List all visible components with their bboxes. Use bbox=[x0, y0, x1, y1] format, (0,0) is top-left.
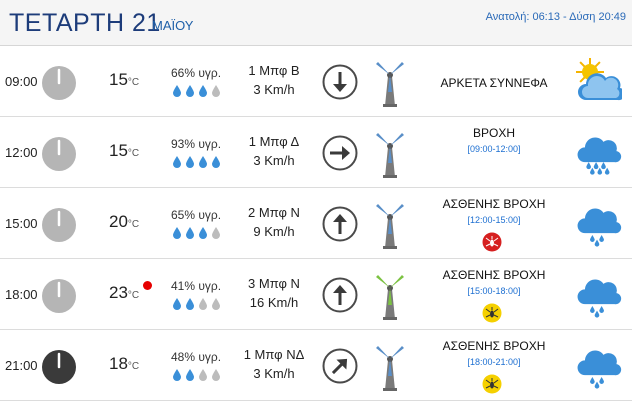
clock-icon bbox=[41, 136, 77, 172]
light-rain-icon bbox=[572, 198, 622, 248]
humidity-drops-icon bbox=[170, 368, 224, 382]
wind-speed: 16 Km/h bbox=[249, 295, 299, 310]
wind-turbine-blue-icon bbox=[372, 200, 408, 250]
yellow-mosquito-warning-icon bbox=[482, 374, 502, 394]
temperature-value: 20 bbox=[109, 212, 128, 231]
weather-condition: ΑΣΘΕΝΗΣ ΒΡΟΧΗ bbox=[442, 268, 546, 282]
wind-direction-arrow-icon bbox=[322, 135, 358, 171]
forecast-row: 18:00 23°C 41% υγρ. 3 Μπφ Ν 16 Km/h ΑΣΘΕ… bbox=[0, 259, 632, 330]
clock-icon bbox=[41, 207, 77, 243]
temperature-value: 15 bbox=[109, 141, 128, 160]
temperature-unit: °C bbox=[127, 290, 140, 301]
humidity-drops-icon bbox=[170, 226, 224, 240]
month-label: ΜΑΪΟΥ bbox=[152, 18, 194, 33]
forecast-time: 12:00 bbox=[5, 145, 38, 160]
wind-direction-arrow-icon bbox=[322, 348, 358, 384]
weather-condition: ΒΡΟΧΗ bbox=[472, 126, 515, 140]
light-rain-icon bbox=[572, 340, 622, 390]
forecast-row: 09:00 15°C 66% υγρ. 1 Μπφ Β 3 Km/h ΑΡΚΕΤ… bbox=[0, 46, 632, 117]
condition-period: [09:00-12:00] bbox=[467, 144, 521, 154]
temperature: 23°C bbox=[109, 283, 139, 303]
wind-direction-arrow-icon bbox=[322, 206, 358, 242]
heavy-rain-icon bbox=[572, 127, 622, 177]
high-temperature-dot-icon bbox=[143, 281, 152, 290]
wind-turbine-blue-icon bbox=[372, 129, 408, 179]
weather-condition: ΑΣΘΕΝΗΣ ΒΡΟΧΗ bbox=[442, 197, 546, 211]
partly-cloudy-icon bbox=[572, 56, 626, 106]
humidity: 66% υγρ. bbox=[171, 66, 222, 80]
forecast-row: 12:00 15°C 93% υγρ. 1 Μπφ Δ 3 Km/h ΒΡΟΧΗ… bbox=[0, 117, 632, 188]
clock-icon bbox=[41, 349, 77, 385]
wind-beaufort: 2 Μπφ Ν bbox=[248, 205, 300, 220]
temperature: 15°C bbox=[109, 70, 139, 90]
temperature-value: 15 bbox=[109, 70, 128, 89]
wind-direction-arrow-icon bbox=[322, 277, 358, 313]
forecast-time: 21:00 bbox=[5, 358, 38, 373]
wind-beaufort: 3 Μπφ Ν bbox=[248, 276, 300, 291]
humidity-drops-icon bbox=[170, 297, 224, 311]
wind-beaufort: 1 Μπφ Β bbox=[248, 63, 300, 78]
condition-period: [15:00-18:00] bbox=[467, 286, 521, 296]
red-mosquito-warning-icon bbox=[482, 232, 502, 252]
temperature-unit: °C bbox=[127, 361, 140, 372]
wind-speed: 3 Km/h bbox=[253, 82, 295, 97]
humidity: 65% υγρ. bbox=[171, 208, 222, 222]
day-header: ΤΕΤΑΡΤΗ 21 ΜΑΪΟΥ Ανατολή: 06:13 - Δύση 2… bbox=[0, 0, 632, 46]
wind-direction-arrow-icon bbox=[322, 64, 358, 100]
yellow-mosquito-warning-icon bbox=[482, 303, 502, 323]
temperature-unit: °C bbox=[127, 77, 140, 88]
weather-condition: ΑΡΚΕΤΑ ΣΥΝΝΕΦΑ bbox=[440, 76, 548, 90]
wind-turbine-green-icon bbox=[372, 271, 408, 321]
condition-period: [12:00-15:00] bbox=[467, 215, 521, 225]
wind-turbine-blue-icon bbox=[372, 58, 408, 108]
humidity: 48% υγρ. bbox=[171, 350, 222, 364]
wind-turbine-blue-icon bbox=[372, 342, 408, 392]
humidity-drops-icon bbox=[170, 155, 224, 169]
weather-condition: ΑΣΘΕΝΗΣ ΒΡΟΧΗ bbox=[442, 339, 546, 353]
wind-speed: 9 Km/h bbox=[253, 224, 295, 239]
clock-icon bbox=[41, 278, 77, 314]
forecast-time: 18:00 bbox=[5, 287, 38, 302]
forecast-time: 09:00 bbox=[5, 74, 38, 89]
wind-speed: 3 Km/h bbox=[253, 153, 295, 168]
clock-icon bbox=[41, 65, 77, 101]
humidity: 41% υγρ. bbox=[171, 279, 222, 293]
temperature-unit: °C bbox=[127, 219, 140, 230]
temperature: 20°C bbox=[109, 212, 139, 232]
temperature: 18°C bbox=[109, 354, 139, 374]
temperature-value: 23 bbox=[109, 283, 128, 302]
condition-period: [18:00-21:00] bbox=[467, 357, 521, 367]
temperature-unit: °C bbox=[127, 148, 140, 159]
light-rain-icon bbox=[572, 269, 622, 319]
wind-speed: 3 Km/h bbox=[253, 366, 295, 381]
temperature-value: 18 bbox=[109, 354, 128, 373]
wind-beaufort: 1 Μπφ ΝΔ bbox=[243, 347, 305, 362]
forecast-time: 15:00 bbox=[5, 216, 38, 231]
sunrise-sunset: Ανατολή: 06:13 - Δύση 20:49 bbox=[485, 11, 626, 23]
forecast-row: 15:00 20°C 65% υγρ. 2 Μπφ Ν 9 Km/h ΑΣΘΕΝ… bbox=[0, 188, 632, 259]
temperature: 15°C bbox=[109, 141, 139, 161]
wind-beaufort: 1 Μπφ Δ bbox=[248, 134, 300, 149]
forecast-row: 21:00 18°C 48% υγρ. 1 Μπφ ΝΔ 3 Km/h ΑΣΘΕ… bbox=[0, 330, 632, 401]
day-title: ΤΕΤΑΡΤΗ 21 bbox=[9, 9, 161, 37]
humidity: 93% υγρ. bbox=[171, 137, 222, 151]
humidity-drops-icon bbox=[170, 84, 224, 98]
